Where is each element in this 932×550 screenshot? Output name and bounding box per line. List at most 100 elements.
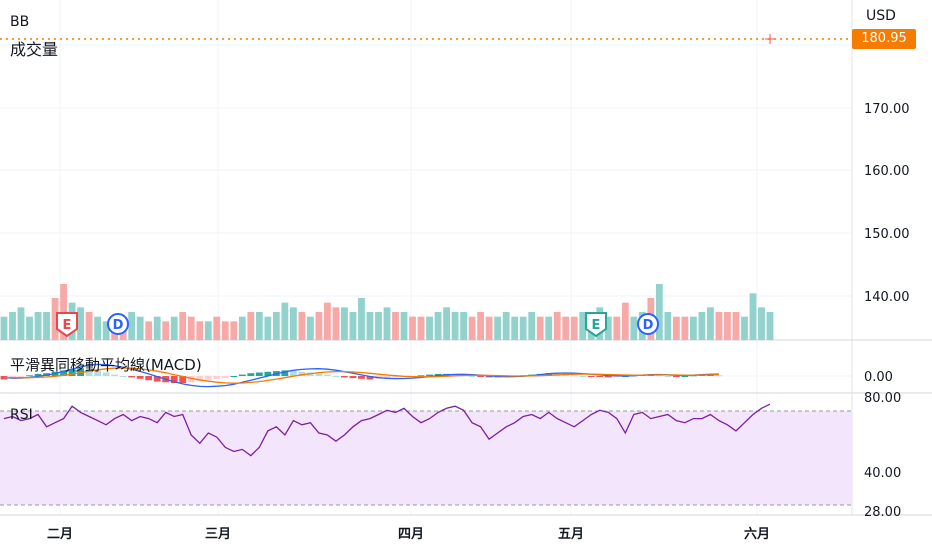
macd-histogram-bar [477, 376, 485, 377]
axes: 170.00 160.00 150.00 140.00 0.00 80.00 40.00 28… [47, 102, 910, 542]
macd-histogram-bar [94, 370, 102, 376]
volume-bar [221, 321, 229, 340]
volume-bar [289, 307, 297, 340]
volume-bar [545, 316, 553, 340]
volume-bar [281, 302, 289, 340]
volume-bar [145, 321, 153, 340]
volume-bar [102, 321, 110, 340]
macd-histogram-bar [170, 376, 178, 383]
volume-bar [298, 312, 306, 340]
volume-bar [553, 312, 561, 340]
volume-bar [43, 312, 50, 340]
macd-pane-label: 平滑異同移動平均線(MACD) [10, 356, 202, 374]
volume-bar [366, 312, 374, 340]
marker-letter: E [63, 318, 72, 333]
volume-bar [664, 312, 672, 340]
volume-bar [579, 312, 587, 340]
macd-histogram-bar [596, 376, 604, 377]
volume-bar [375, 312, 382, 340]
volume-bar [34, 312, 42, 340]
volume-bar [426, 316, 433, 340]
macd-histogram-bar [332, 376, 340, 377]
volume-bar [409, 316, 416, 340]
volume-bar [51, 298, 59, 340]
macd-histogram-bar [485, 376, 493, 378]
volume-bar [434, 312, 442, 340]
volume-bar [85, 312, 93, 340]
macd-histogram-bar [604, 376, 612, 378]
macd-histogram-bar [655, 375, 663, 377]
volume-bar [264, 316, 272, 340]
month-tick-label: 二月 [47, 527, 73, 542]
volume-bar [187, 316, 195, 340]
volume-bar [128, 312, 136, 340]
rsi-tick-label: 40.00 [864, 466, 901, 481]
macd-histogram-bar [579, 376, 587, 377]
volume-bar [324, 302, 331, 340]
month-tick-label: 四月 [398, 527, 424, 542]
month-tick-label: 三月 [205, 527, 231, 542]
volume-bar [247, 312, 255, 340]
macd-histogram-bar [34, 373, 42, 376]
macd-histogram-bar [349, 376, 357, 379]
volume-bar [400, 312, 408, 340]
macd-histogram-bar [681, 376, 689, 377]
rsi-pane-label: RSI [10, 407, 33, 423]
volume-bar [562, 316, 570, 340]
volume-bar [170, 316, 178, 340]
macd-histogram-bar [221, 376, 229, 379]
macd-histogram-bar [196, 376, 204, 382]
macd-histogram-bar [102, 372, 110, 376]
macd-histogram-bar [570, 375, 578, 377]
volume-bar [570, 316, 578, 340]
volume-bar [358, 298, 365, 340]
macd-tick-label: 0.00 [864, 370, 893, 385]
earnings-marker[interactable]: E [56, 312, 78, 338]
dividend-marker[interactable]: D [637, 313, 659, 335]
macd-histogram-bar [672, 376, 680, 377]
bollinger-lines [0, 38, 852, 40]
macd-histogram-bar [715, 375, 723, 377]
volume-bar [204, 321, 212, 340]
currency-label: USD [866, 8, 896, 24]
price-tick-label: 150.00 [864, 227, 910, 242]
marker-letter: D [113, 318, 124, 333]
marker-letter: D [643, 318, 654, 333]
volume-pane-label: 成交量 [10, 40, 59, 59]
volume-bar [604, 316, 612, 340]
macd-pane [0, 363, 723, 388]
volume-bar [613, 316, 621, 340]
macd-histogram-bar [17, 376, 25, 377]
macd-histogram-bar [587, 376, 595, 377]
month-tick-label: 五月 [558, 527, 584, 542]
macd-histogram-bar [264, 371, 272, 376]
volume-bar [332, 307, 340, 340]
price-tick-label: 160.00 [864, 164, 910, 179]
volume-bar [485, 316, 493, 340]
volume-bar [315, 312, 323, 340]
rsi-line [3, 403, 771, 457]
macd-histogram-bar [426, 374, 433, 376]
volume-bar [511, 316, 519, 340]
macd-histogram-bar [68, 369, 76, 376]
macd-histogram-bar [664, 376, 672, 377]
current-price-tag: 180.95 [852, 29, 916, 49]
month-tick-label: 六月 [744, 526, 770, 542]
dividend-marker[interactable]: D [107, 313, 129, 335]
macd-histogram-bar [298, 371, 306, 376]
bb-pane-label: BB [10, 14, 30, 30]
volume-bar [94, 316, 102, 340]
volume-bar [766, 312, 774, 340]
volume-bar [732, 312, 740, 340]
rsi-band-fill [0, 411, 852, 505]
earnings-marker[interactable]: E [585, 312, 607, 338]
volume-bar [213, 316, 221, 340]
volume-bar [655, 284, 663, 340]
volume-bar [9, 312, 16, 340]
volume-bar [672, 316, 680, 340]
macd-histogram-bar [136, 376, 144, 379]
price-tick-label: 170.00 [864, 102, 910, 117]
macd-histogram-bar [128, 376, 136, 378]
volume-bar [443, 307, 450, 340]
